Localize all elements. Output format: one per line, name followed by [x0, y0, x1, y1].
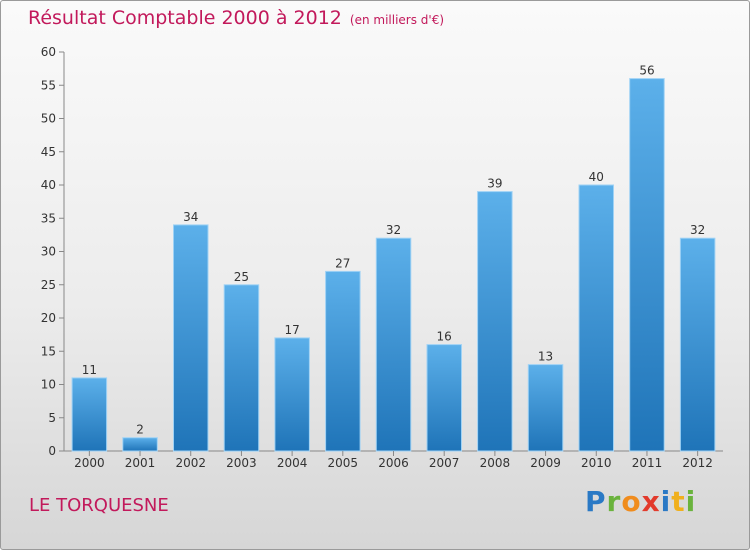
y-tick-label: 5 — [48, 411, 56, 425]
x-tick-label: 2009 — [530, 456, 561, 470]
x-tick-label: 2000 — [74, 456, 105, 470]
bar — [578, 184, 614, 452]
x-tick-label: 2006 — [378, 456, 409, 470]
x-tick-label: 2007 — [429, 456, 460, 470]
bar — [122, 437, 158, 452]
x-tick-label: 2010 — [581, 456, 612, 470]
x-tick-label: 2003 — [226, 456, 257, 470]
data-label: 56 — [639, 64, 654, 78]
data-label: 39 — [487, 177, 502, 191]
data-label: 32 — [690, 223, 705, 237]
data-label: 34 — [183, 210, 198, 224]
bar — [426, 344, 462, 452]
bar — [477, 191, 513, 452]
data-label: 40 — [589, 170, 604, 184]
data-label: 27 — [335, 256, 350, 270]
logo-letter: o — [621, 485, 642, 518]
chart-title-text: Résultat Comptable 2000 à 2012 — [28, 7, 342, 29]
y-tick-label: 45 — [41, 145, 56, 159]
bar — [71, 377, 108, 452]
proxiti-logo[interactable]: Proxiti — [585, 485, 696, 518]
y-tick-label: 40 — [41, 178, 56, 192]
logo-letter: i — [660, 485, 672, 518]
x-tick-label: 2004 — [277, 456, 308, 470]
y-tick-label: 15 — [41, 344, 56, 358]
data-label: 16 — [437, 330, 452, 344]
bar — [679, 237, 716, 452]
x-tick-label: 2002 — [175, 456, 206, 470]
data-label: 2 — [136, 423, 144, 437]
logo-letter: t — [671, 485, 686, 518]
logo-letter: P — [585, 485, 607, 518]
city-name: LE TORQUESNE — [29, 495, 169, 516]
x-tick-label: 2011 — [632, 456, 663, 470]
bar — [223, 284, 260, 452]
y-tick-label: 25 — [41, 278, 56, 292]
logo-letter: x — [641, 485, 661, 518]
y-tick-label: 35 — [41, 211, 56, 225]
x-tick-label: 2001 — [125, 456, 156, 470]
data-label: 17 — [284, 323, 299, 337]
bar — [629, 78, 665, 452]
bar — [173, 224, 209, 452]
y-tick-label: 20 — [41, 311, 56, 325]
logo-letter: r — [606, 485, 622, 518]
bar — [527, 364, 564, 452]
y-tick-label: 60 — [41, 45, 56, 59]
data-label: 32 — [386, 223, 401, 237]
bar — [274, 337, 310, 452]
y-tick-label: 10 — [41, 378, 56, 392]
chart-title: Résultat Comptable 2000 à 2012 (en millie… — [28, 7, 444, 29]
y-tick-label: 30 — [41, 245, 56, 259]
x-tick-label: 2005 — [328, 456, 359, 470]
x-tick-label: 2008 — [480, 456, 511, 470]
logo-letter: i — [685, 485, 697, 518]
bar — [375, 237, 412, 452]
bar — [325, 270, 361, 452]
data-label: 25 — [234, 270, 249, 284]
x-tick-label: 2012 — [682, 456, 713, 470]
chart-subtitle: (en milliers d'€) — [349, 13, 445, 27]
y-tick-label: 0 — [48, 444, 56, 458]
y-tick-label: 50 — [41, 112, 56, 126]
y-tick-label: 55 — [41, 78, 56, 92]
data-label: 11 — [82, 363, 97, 377]
data-label: 13 — [538, 350, 553, 364]
